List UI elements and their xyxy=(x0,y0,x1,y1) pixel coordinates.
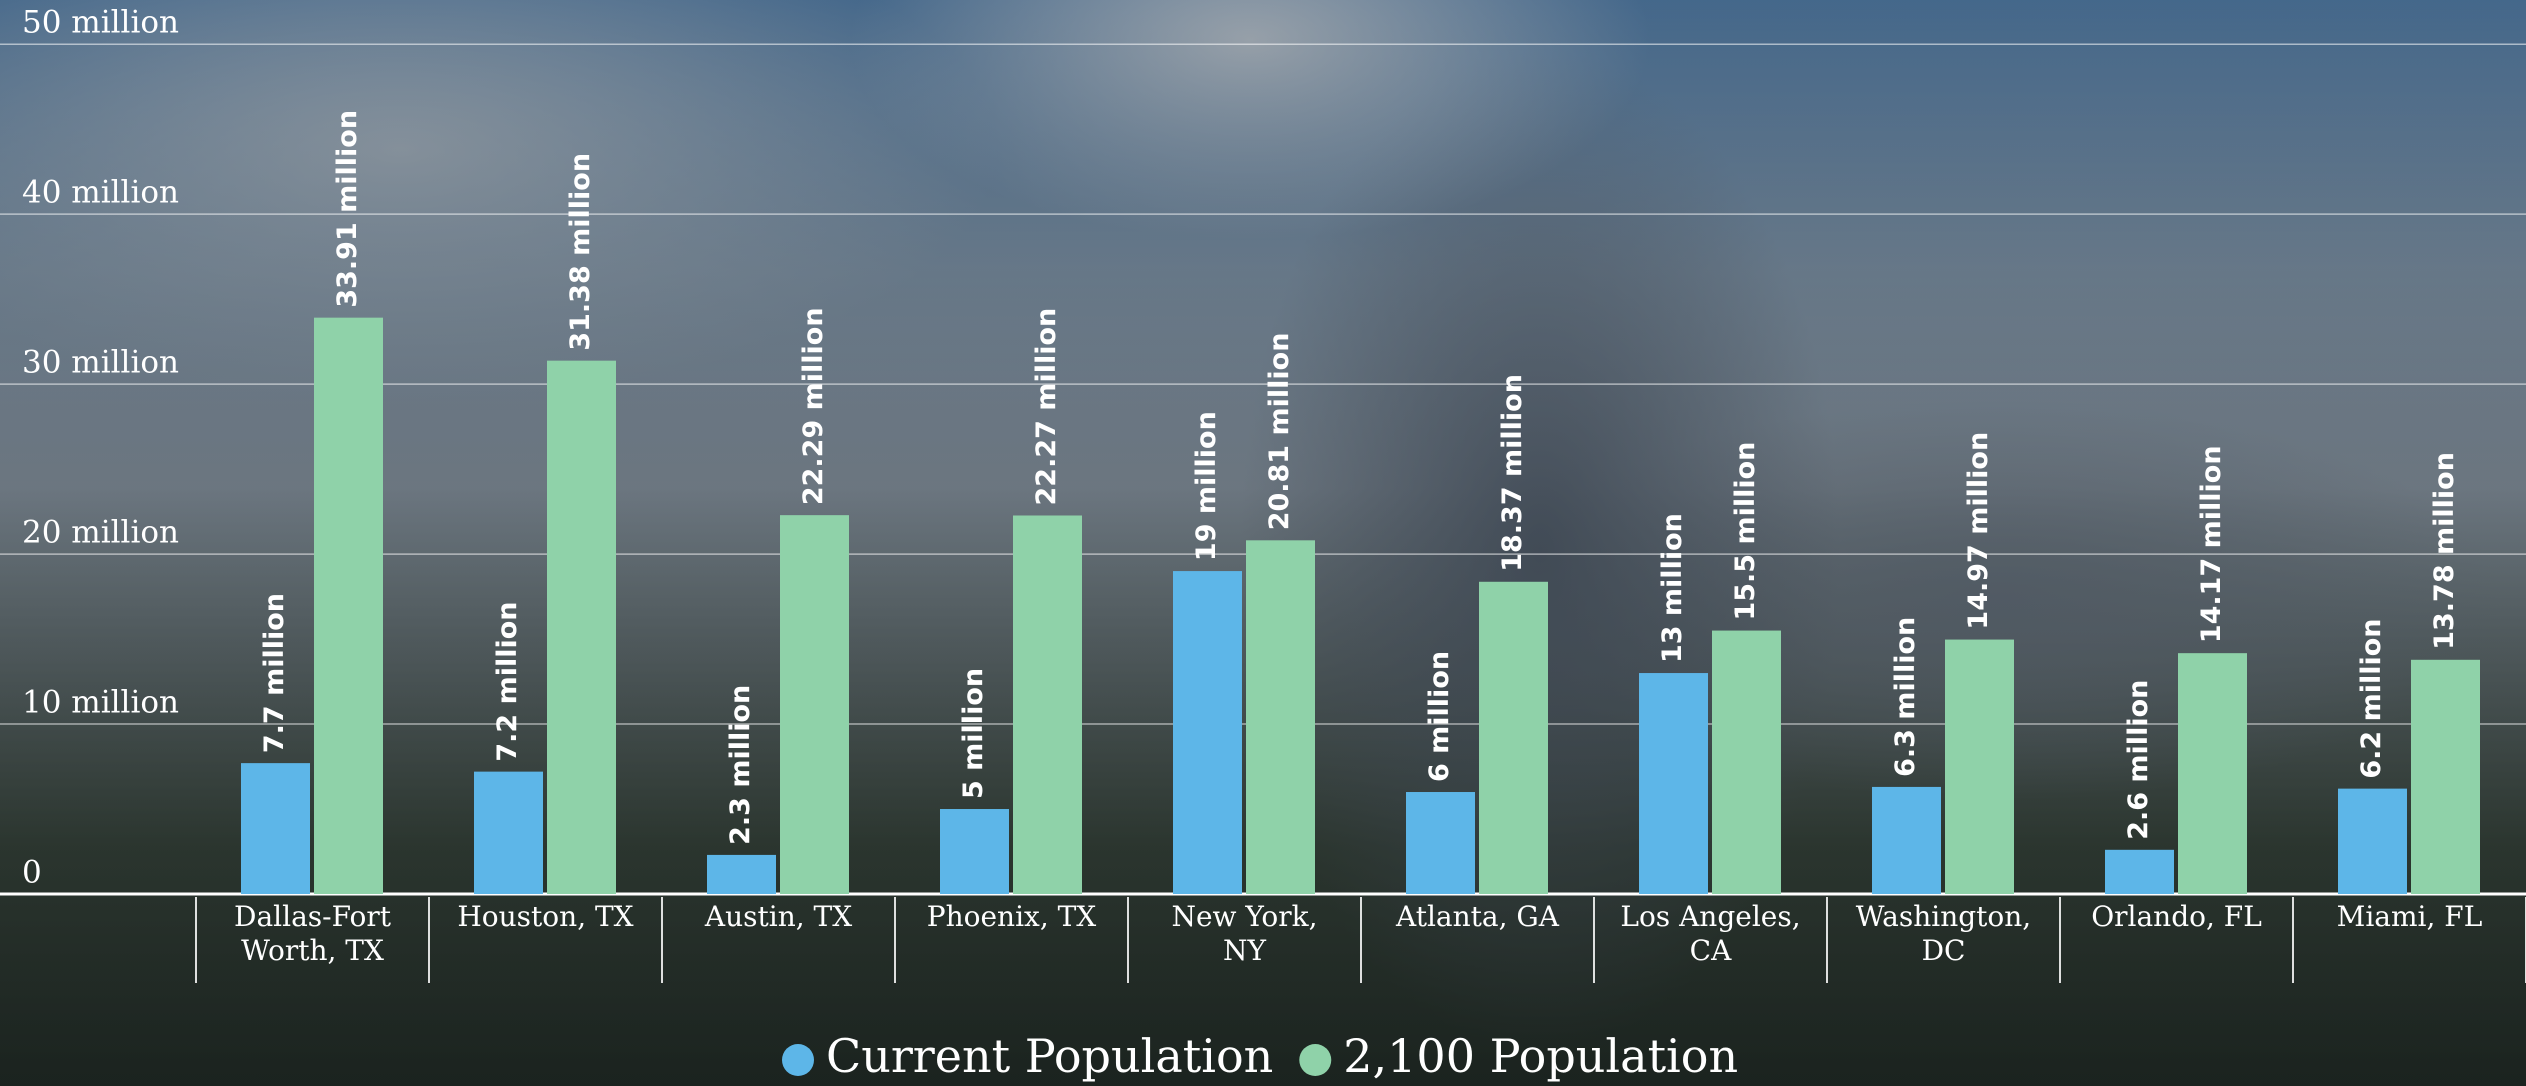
bar xyxy=(940,809,1009,894)
value-label: 7.2 million xyxy=(492,601,523,761)
bar xyxy=(2178,653,2247,894)
value-label: 20.81 million xyxy=(1264,333,1295,531)
y-tick-label: 30 million xyxy=(22,345,179,381)
bar xyxy=(1173,571,1242,894)
bar xyxy=(1945,639,2014,894)
bar xyxy=(474,771,543,894)
legend-label: Current Population xyxy=(826,1029,1273,1083)
legend-swatch xyxy=(1299,1044,1332,1076)
bar xyxy=(547,360,616,894)
bar xyxy=(2338,788,2407,894)
value-label: 15.5 million xyxy=(1730,442,1761,621)
value-label: 19 million xyxy=(1191,411,1222,561)
x-tick-label: Houston, TX xyxy=(457,900,634,933)
value-label: 18.37 million xyxy=(1497,374,1528,572)
bar xyxy=(1406,792,1475,894)
value-label: 13.78 million xyxy=(2429,452,2460,650)
bar xyxy=(780,515,849,894)
value-label: 7.7 million xyxy=(259,593,290,753)
x-tick-label: Austin, TX xyxy=(704,900,853,933)
x-tick-label: Dallas-Fort Worth, TX xyxy=(234,900,391,967)
y-tick-label: 50 million xyxy=(22,5,179,41)
y-tick-label: 40 million xyxy=(22,175,179,211)
x-tick-label: Atlanta, GA xyxy=(1396,900,1559,933)
value-label: 6.2 million xyxy=(2356,618,2387,778)
x-tick-label: Orlando, FL xyxy=(2091,900,2262,933)
value-label: 22.29 million xyxy=(798,307,829,505)
value-label: 6.3 million xyxy=(1890,617,1921,777)
bar xyxy=(1712,630,1781,894)
value-label: 31.38 million xyxy=(565,153,596,351)
bar xyxy=(314,317,383,894)
legend-swatch xyxy=(782,1044,814,1076)
bar xyxy=(707,854,776,894)
value-label: 2.3 million xyxy=(725,685,756,845)
value-label: 13 million xyxy=(1657,513,1688,663)
y-tick-label: 10 million xyxy=(22,685,179,721)
value-label: 14.97 million xyxy=(1963,432,1994,630)
bar xyxy=(1013,515,1082,894)
x-tick-label: Washington, DC xyxy=(1855,900,2032,967)
x-tick-label: Phoenix, TX xyxy=(926,900,1097,933)
bar xyxy=(1639,673,1708,894)
x-tick-label: New York, NY xyxy=(1171,900,1318,967)
bar xyxy=(2411,659,2480,894)
value-label: 6 million xyxy=(1424,651,1455,782)
value-label: 5 million xyxy=(958,668,989,799)
value-label: 33.91 million xyxy=(332,110,363,308)
value-label: 2.6 million xyxy=(2123,680,2154,840)
bar xyxy=(241,763,310,894)
bar xyxy=(2105,849,2174,894)
bar xyxy=(1479,581,1548,894)
x-tick-label: Los Angeles, CA xyxy=(1620,900,1801,967)
bar xyxy=(1246,540,1315,894)
bar xyxy=(1872,786,1941,894)
value-label: 22.27 million xyxy=(1031,308,1062,506)
value-label: 14.17 million xyxy=(2196,445,2227,643)
x-tick-label: Miami, FL xyxy=(2336,900,2483,933)
legend-label: 2,100 Population xyxy=(1343,1029,1738,1083)
y-tick-label: 20 million xyxy=(22,515,179,551)
y-tick-label: 0 xyxy=(22,855,42,891)
